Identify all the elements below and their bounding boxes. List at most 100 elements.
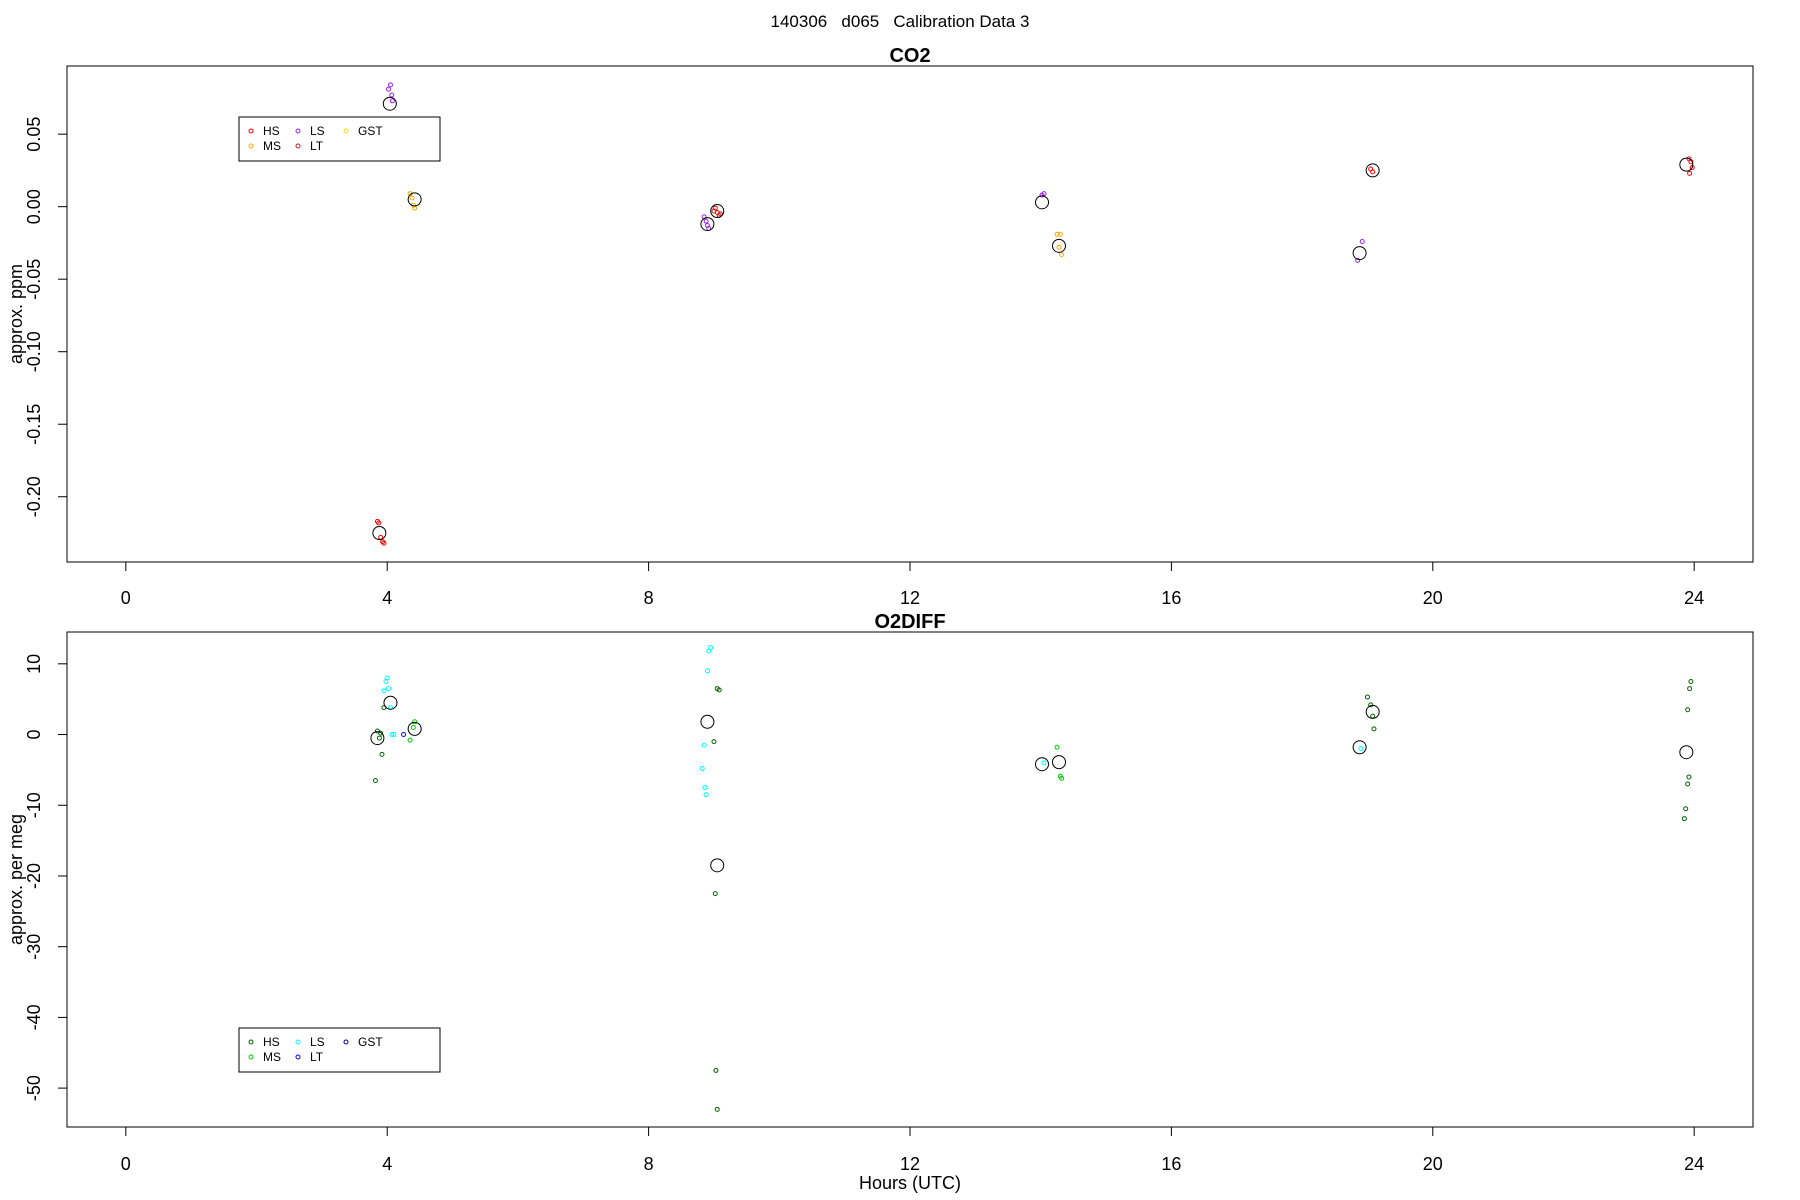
data-point: [1358, 746, 1364, 752]
data-point: [1687, 686, 1693, 692]
mean-markers: [370, 695, 1694, 873]
data-point: [391, 732, 397, 738]
x-tick-label: 4: [382, 1154, 392, 1174]
mean-point: [1051, 238, 1066, 253]
legend-marker: [248, 1054, 254, 1060]
data-point: [386, 686, 392, 692]
data-point: [384, 675, 390, 681]
legend-label: GST: [358, 1035, 383, 1049]
mean-point: [1679, 157, 1694, 172]
legend-marker: [248, 128, 254, 134]
mean-point: [370, 731, 385, 746]
panel-title: O2DIFF: [874, 611, 945, 633]
x-tick-label: 24: [1684, 1154, 1704, 1174]
mean-point: [710, 204, 725, 219]
y-axis-title: approx. ppm: [6, 264, 26, 364]
data-point: [376, 520, 382, 526]
legend-marker: [295, 1054, 301, 1060]
series-hs: [372, 679, 1694, 1112]
data-point: [1689, 165, 1695, 171]
legend-marker: [295, 1039, 301, 1045]
data-point: [1057, 231, 1063, 237]
data-point: [412, 719, 418, 725]
y-axis-title: approx. per meg: [6, 814, 26, 945]
mean-point: [383, 695, 398, 710]
data-point: [701, 742, 707, 748]
x-tick-label: 16: [1161, 588, 1181, 608]
x-axis-title: Hours (UTC): [859, 1173, 961, 1193]
x-tick-label: 16: [1161, 1154, 1181, 1174]
y-tick-label: -0.20: [24, 476, 44, 517]
legend-box: [238, 1027, 441, 1073]
series-ls: [386, 82, 1365, 263]
data-point: [702, 785, 708, 791]
x-tick-label: 12: [900, 1154, 920, 1174]
legend-label: LT: [310, 1050, 324, 1064]
data-point: [708, 645, 714, 651]
series-ms: [407, 191, 1065, 258]
x-tick-label: 12: [900, 588, 920, 608]
data-point: [378, 730, 384, 736]
data-point: [407, 737, 413, 743]
y-tick-label: 0: [24, 730, 44, 740]
mean-point: [1679, 745, 1694, 760]
data-point: [703, 792, 709, 798]
y-tick-label: -0.05: [24, 259, 44, 300]
data-point: [1685, 707, 1691, 713]
mean-point: [407, 721, 422, 736]
data-point: [699, 765, 705, 771]
x-tick-label: 24: [1684, 588, 1704, 608]
data-point: [1359, 238, 1365, 244]
data-point: [381, 540, 387, 546]
legend-marker: [295, 143, 301, 149]
data-point: [713, 1067, 719, 1073]
x-tick-label: 20: [1423, 588, 1443, 608]
data-point: [716, 687, 722, 693]
mean-point: [700, 217, 715, 232]
y-tick-label: 0.05: [24, 117, 44, 152]
data-point: [379, 751, 385, 757]
series-lt: [401, 732, 407, 738]
series-hs: [374, 156, 1695, 546]
legend-marker: [343, 1039, 349, 1045]
data-point: [1681, 816, 1687, 822]
mean-point: [1352, 740, 1367, 755]
x-tick-label: 8: [644, 1154, 654, 1174]
mean-point: [1051, 755, 1066, 770]
data-point: [703, 218, 709, 224]
data-point: [1054, 231, 1060, 237]
data-point: [410, 724, 416, 730]
legend-marker: [295, 128, 301, 134]
x-tick-label: 4: [382, 588, 392, 608]
y-tick-label: 10: [24, 654, 44, 674]
data-point: [1370, 713, 1376, 719]
data-point: [1370, 169, 1376, 175]
data-point: [1056, 244, 1062, 250]
data-point: [1059, 775, 1065, 781]
data-point: [711, 208, 717, 214]
y-tick-label: -10: [24, 792, 44, 818]
data-point: [712, 891, 718, 897]
legend-label: LS: [310, 1035, 325, 1049]
data-point: [401, 732, 407, 738]
y-tick-label: -20: [24, 863, 44, 889]
data-point: [1364, 694, 1370, 700]
legend-marker: [343, 128, 349, 134]
x-tick-label: 0: [121, 588, 131, 608]
panel-title: CO2: [889, 45, 930, 67]
data-point: [1688, 679, 1694, 684]
data-point: [714, 1106, 720, 1112]
mean-point: [710, 858, 725, 873]
mean-point: [700, 714, 715, 729]
y-tick-label: 0.00: [24, 189, 44, 224]
mean-point: [1365, 163, 1380, 178]
chart-panel-co2: CO2 0 4 8 12 16 20 24 -0.20 -0.15 -0.10 -0.05 0.00 0.…: [6, 45, 1754, 608]
data-point: [1368, 702, 1374, 708]
mean-point: [1035, 757, 1050, 772]
data-point: [381, 688, 387, 694]
y-tick-label: -40: [24, 1004, 44, 1030]
mean-point: [407, 192, 422, 207]
legend-box: [238, 116, 441, 162]
